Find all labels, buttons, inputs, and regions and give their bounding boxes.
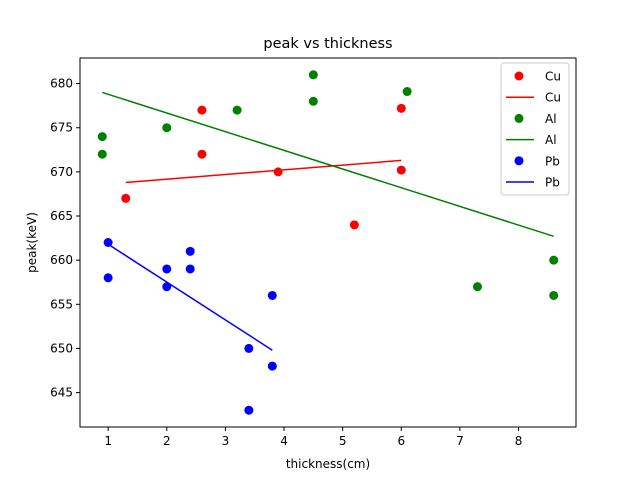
y-tick-label: 650 xyxy=(50,341,73,355)
legend-label-cu: Cu xyxy=(545,70,561,84)
data-point-cu xyxy=(396,165,406,175)
x-tick-label: 3 xyxy=(222,434,230,448)
data-point-al xyxy=(232,105,242,115)
data-point-pb xyxy=(267,290,277,300)
fit-line-al xyxy=(102,91,554,238)
x-tick-label: 6 xyxy=(397,434,405,448)
chart-title: peak vs thickness xyxy=(263,36,392,52)
y-tick-label: 670 xyxy=(50,165,73,179)
legend-label-al: Al xyxy=(545,133,557,147)
x-tick-label: 4 xyxy=(280,434,288,448)
legend-label-al: Al xyxy=(545,112,557,126)
data-point-al xyxy=(549,255,559,265)
data-point-pb xyxy=(185,246,195,256)
x-axis-label: thickness(cm) xyxy=(286,457,370,471)
data-point-al xyxy=(162,123,172,133)
x-axis-ticks: 1 2 3 4 5 6 7 8 xyxy=(104,427,522,448)
x-tick-label: 8 xyxy=(515,434,523,448)
data-point-cu xyxy=(349,220,359,230)
data-point-al xyxy=(473,282,483,292)
legend-label-cu: Cu xyxy=(545,91,561,105)
data-point-al xyxy=(97,132,107,142)
data-point-al xyxy=(308,96,318,106)
y-axis-label: peak(keV) xyxy=(25,212,39,273)
axes-frame xyxy=(79,57,577,428)
y-tick-label: 680 xyxy=(50,77,73,91)
y-tick-label: 645 xyxy=(50,386,73,400)
fit-line-pb xyxy=(107,243,273,351)
data-point-cu xyxy=(197,105,207,115)
data-point-pb xyxy=(162,264,172,274)
y-tick-label: 660 xyxy=(50,253,73,267)
data-point-cu xyxy=(121,193,131,203)
data-point-pb xyxy=(103,273,113,283)
x-tick-label: 1 xyxy=(104,434,112,448)
data-point-al xyxy=(308,70,318,80)
x-tick-label: 7 xyxy=(456,434,464,448)
legend: Cu Cu Al Al Pb Pb xyxy=(500,62,570,196)
x-tick-label: 2 xyxy=(163,434,171,448)
axes-background xyxy=(80,58,576,427)
legend-entries: Cu Cu Al Al Pb Pb xyxy=(506,70,561,190)
data-point-al xyxy=(97,149,107,159)
data-point-pb xyxy=(103,238,113,247)
legend-marker-al xyxy=(514,113,524,123)
y-axis-ticks: 645 650 655 660 665 670 675 680 xyxy=(50,77,80,400)
series-layer xyxy=(97,70,559,415)
plot-area xyxy=(79,57,577,428)
data-point-pb xyxy=(244,405,254,415)
y-tick-label: 655 xyxy=(50,297,73,311)
data-point-cu xyxy=(396,103,406,113)
data-point-al xyxy=(549,290,559,300)
y-tick-label: 675 xyxy=(50,121,73,135)
data-point-cu xyxy=(197,149,207,159)
data-point-pb xyxy=(185,264,195,274)
legend-label-pb: Pb xyxy=(545,154,560,168)
y-tick-label: 665 xyxy=(50,209,73,223)
legend-marker-pb xyxy=(514,156,524,166)
data-point-al xyxy=(402,87,412,97)
legend-label-pb: Pb xyxy=(545,176,560,190)
data-point-pb xyxy=(244,343,254,353)
legend-marker-cu xyxy=(514,71,524,81)
x-tick-label: 5 xyxy=(339,434,347,448)
data-point-cu xyxy=(273,167,283,177)
data-point-pb xyxy=(267,361,277,371)
fit-line-cu xyxy=(125,159,402,184)
